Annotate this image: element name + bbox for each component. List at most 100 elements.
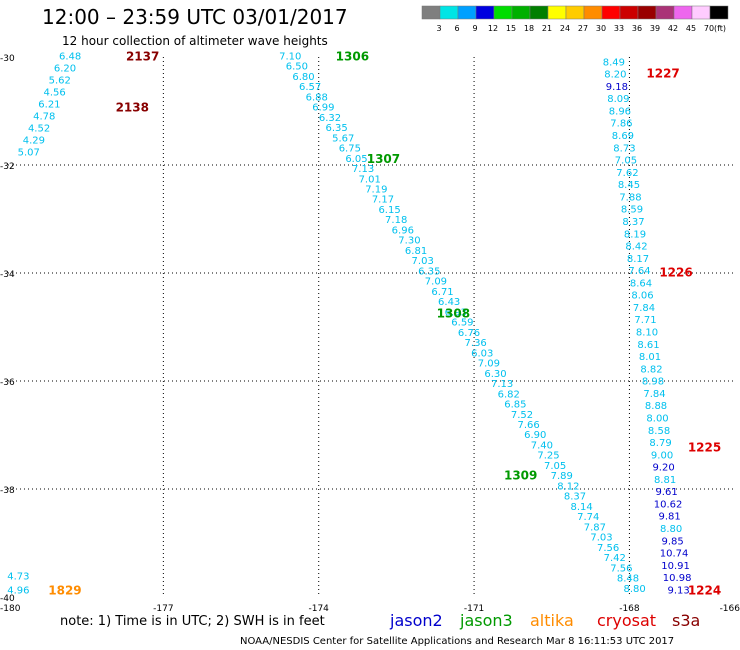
pass-time-label: 1308 [437, 306, 470, 320]
wave-height-point: 10.74 [660, 549, 689, 560]
wave-height-point: 7.03 [412, 256, 434, 267]
wave-height-point: 8.17 [627, 254, 649, 265]
wave-height-point: 8.79 [649, 438, 671, 449]
axis-ticks: -180 -177 -174 -171 -168 -166 -30 -32 -34 -36 -38 -… [0, 54, 740, 614]
wave-height-point: 7.64 [628, 266, 650, 277]
y-tick-label: -40 [0, 594, 15, 604]
wave-height-point: 8.14 [570, 502, 592, 513]
wave-height-point: 7.88 [619, 192, 641, 203]
wave-height-point: 8.73 [613, 143, 635, 154]
wave-height-point: 8.80 [660, 524, 682, 535]
wave-height-point: 8.42 [625, 242, 647, 253]
chart-title: 12:00 – 23:59 UTC 03/01/2017 [42, 5, 348, 29]
wave-height-point: 8.61 [637, 340, 659, 351]
wave-height-point: 9.85 [661, 536, 683, 547]
altimeter-tracks: 6.486.205.624.566.214.784.524.29 5.07 2137… [7, 49, 721, 597]
wave-height-point: 4.52 [28, 123, 50, 134]
wave-height-point: 5.62 [49, 75, 71, 86]
wave-height-point: 8.37 [564, 492, 586, 503]
x-tick-label: -174 [308, 604, 329, 614]
wave-height-point: 6.48 [59, 51, 81, 62]
wave-height-point: 8.09 [607, 94, 629, 105]
wave-height-point: 7.17 [372, 195, 394, 206]
wave-height-point: 9.20 [652, 463, 674, 474]
wave-height-point: 7.09 [425, 277, 447, 288]
legend-label: 27 [578, 24, 588, 33]
pass-time-label: 1225 [688, 440, 721, 454]
legend-label: 9 [472, 24, 477, 33]
legend-swatch [511, 5, 531, 20]
x-tick-label: -177 [153, 604, 173, 614]
legend-label: 15 [506, 24, 516, 33]
wave-height-point: 6.80 [292, 72, 314, 83]
wave-height-point: 8.37 [622, 217, 644, 228]
wave-height-point: 7.84 [633, 303, 655, 314]
wave-height-point: 6.90 [524, 430, 546, 441]
legend-label: 18 [524, 24, 534, 33]
wave-height-point: 8.10 [636, 328, 658, 339]
wave-height-point: 8.80 [623, 584, 645, 595]
wave-height-point: 7.84 [643, 389, 665, 400]
wave-height-point: 8.96 [609, 106, 631, 117]
wave-height-point: 7.36 [465, 338, 487, 349]
wave-height-point: 8.82 [640, 364, 662, 375]
wave-height-point: 8.19 [624, 229, 646, 240]
wave-height-point: 8.49 [603, 57, 625, 68]
wave-height-point: 6.96 [392, 225, 414, 236]
wave-height-point: 7.62 [616, 168, 638, 179]
wave-height-point: 6.35 [325, 123, 347, 134]
wave-height-point: 4.73 [7, 571, 29, 582]
legend-swatch [673, 5, 693, 20]
units-note: note: 1) Time is in UTC; 2) SWH is in fe… [60, 614, 325, 629]
x-tick-label: -171 [464, 604, 484, 614]
wave-height-point: 10.98 [663, 573, 692, 584]
legend-label: 36 [632, 24, 642, 33]
wave-height-point: 6.21 [38, 99, 60, 110]
y-tick-label: -36 [0, 378, 15, 388]
wave-height-point: 6.71 [431, 287, 453, 298]
wave-height-point: 6.32 [319, 113, 341, 124]
legend-swatch [655, 5, 675, 20]
wave-height-point: 8.48 [617, 574, 639, 585]
legend-label: 33 [614, 24, 624, 33]
legend-label: 3 [436, 24, 441, 33]
wave-height-point: 4.56 [43, 87, 65, 98]
wave-height-point: 6.75 [339, 144, 361, 155]
wave-height-point: 7.19 [365, 184, 387, 195]
wave-height-point: 8.58 [648, 426, 670, 437]
wave-height-point: 6.05 [345, 154, 367, 165]
wave-height-point: 6.85 [504, 400, 526, 411]
wave-height-point: 7.74 [577, 512, 599, 523]
wave-height-point: 9.18 [606, 82, 628, 93]
wave-height-point: 8.69 [612, 131, 634, 142]
legend-label: 42 [668, 24, 678, 33]
pass-time-label: 1309 [504, 468, 537, 482]
wave-height-point: 7.13 [491, 379, 513, 390]
legend-label: 45 [686, 24, 696, 33]
wave-height-point: 8.59 [621, 205, 643, 216]
wave-height-point: 6.57 [299, 82, 321, 93]
legend-label: 21 [542, 24, 552, 33]
wave-height-point: 4.96 [7, 585, 29, 596]
satellite-label-altika: altika [530, 611, 574, 630]
legend-label: 24 [560, 24, 570, 33]
legend-swatch [709, 5, 729, 20]
wave-height-point: 8.12 [557, 481, 579, 492]
satellite-label-jason3: jason3 [459, 611, 513, 630]
wave-height-point: 8.06 [631, 291, 653, 302]
pass-time-label: 2138 [116, 101, 149, 115]
wave-height-point: 7.01 [359, 174, 381, 185]
pass-time-label: 1224 [688, 583, 721, 597]
wave-height-point: 7.25 [537, 451, 559, 462]
pass-time-label: 1829 [48, 583, 81, 597]
wave-height-point: 6.81 [405, 246, 427, 257]
wave-height-point: 8.98 [642, 377, 664, 388]
legend-label: 30 [596, 24, 606, 33]
y-tick-label: -32 [0, 162, 15, 172]
wave-height-point: 7.05 [615, 156, 637, 167]
wave-height-point: 9.00 [651, 450, 673, 461]
wave-height-point: 6.50 [286, 62, 308, 73]
wave-height-point: 6.30 [484, 369, 506, 380]
wave-height-point: 7.13 [352, 164, 374, 175]
